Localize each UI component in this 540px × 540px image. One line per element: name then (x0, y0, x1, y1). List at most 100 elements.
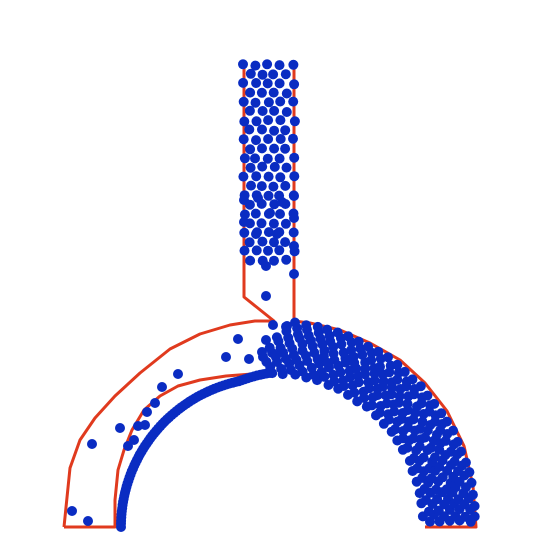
particle (263, 115, 273, 125)
particle (276, 346, 286, 356)
particle (301, 320, 311, 330)
particle (116, 522, 126, 532)
particle (251, 98, 261, 108)
particle (275, 172, 285, 182)
particle (238, 59, 248, 69)
particle (257, 88, 267, 98)
particle (281, 219, 291, 229)
particle (275, 115, 285, 125)
particle (257, 218, 267, 228)
particle (400, 367, 410, 377)
particle (289, 213, 299, 223)
particle (288, 97, 298, 107)
particle (276, 134, 286, 144)
particle (281, 255, 291, 265)
particle (140, 420, 150, 430)
particle (272, 332, 282, 342)
particle (265, 208, 275, 218)
particle (461, 458, 471, 468)
particle (251, 171, 261, 181)
particle (238, 78, 248, 88)
particle (257, 125, 267, 135)
particle (263, 134, 273, 144)
particle (244, 354, 254, 364)
particle (281, 69, 291, 79)
particle (288, 60, 298, 70)
particle (245, 88, 255, 98)
particle (322, 325, 332, 335)
particle (245, 106, 255, 116)
particle-cloud (67, 59, 480, 532)
particle (239, 195, 249, 205)
particle (333, 328, 343, 338)
particle (150, 398, 160, 408)
particle (142, 407, 152, 417)
particle (129, 435, 139, 445)
particle (233, 334, 243, 344)
particle (289, 191, 299, 201)
particle (157, 382, 167, 392)
particle (263, 78, 273, 88)
particle (251, 209, 261, 219)
particle (246, 163, 256, 173)
particle (436, 408, 446, 418)
particle (251, 135, 261, 145)
particle (282, 163, 292, 173)
particle (464, 467, 474, 477)
particle (343, 331, 353, 341)
container-boundary-outer-wall (64, 63, 274, 527)
particle (239, 228, 249, 238)
particle (275, 97, 285, 107)
particle (282, 89, 292, 99)
particle (282, 107, 292, 117)
particle (354, 337, 364, 347)
particle (288, 134, 298, 144)
particle (263, 246, 273, 256)
particle (251, 229, 261, 239)
particle (257, 237, 267, 247)
particle (252, 245, 262, 255)
particle (363, 342, 373, 352)
particle (383, 352, 393, 362)
particle (257, 347, 267, 357)
particle (282, 321, 292, 331)
particle (272, 229, 282, 239)
particle (269, 144, 279, 154)
particle (290, 116, 300, 126)
particle (261, 261, 271, 271)
particle (251, 78, 261, 88)
particle (257, 162, 267, 172)
particle (277, 197, 287, 207)
particle (83, 516, 93, 526)
particle (246, 69, 256, 79)
particle (261, 335, 271, 345)
particle (269, 126, 279, 136)
particle (173, 369, 183, 379)
particle (257, 143, 267, 153)
particle (429, 399, 439, 409)
particle (269, 88, 279, 98)
particle (453, 437, 463, 447)
particle (313, 322, 323, 332)
particle (407, 374, 417, 384)
particle (245, 144, 255, 154)
particle (448, 426, 458, 436)
particle (392, 360, 402, 370)
particle (245, 256, 255, 266)
particle (467, 478, 477, 488)
particle (289, 153, 299, 163)
particle (280, 237, 290, 247)
particle (264, 97, 274, 107)
particle (258, 70, 268, 80)
particle (275, 209, 285, 219)
particle (258, 106, 268, 116)
particle (239, 134, 249, 144)
particle (253, 193, 263, 203)
particle (264, 172, 274, 182)
particle (87, 439, 97, 449)
particle (373, 347, 383, 357)
particle (442, 417, 452, 427)
particle (238, 172, 248, 182)
